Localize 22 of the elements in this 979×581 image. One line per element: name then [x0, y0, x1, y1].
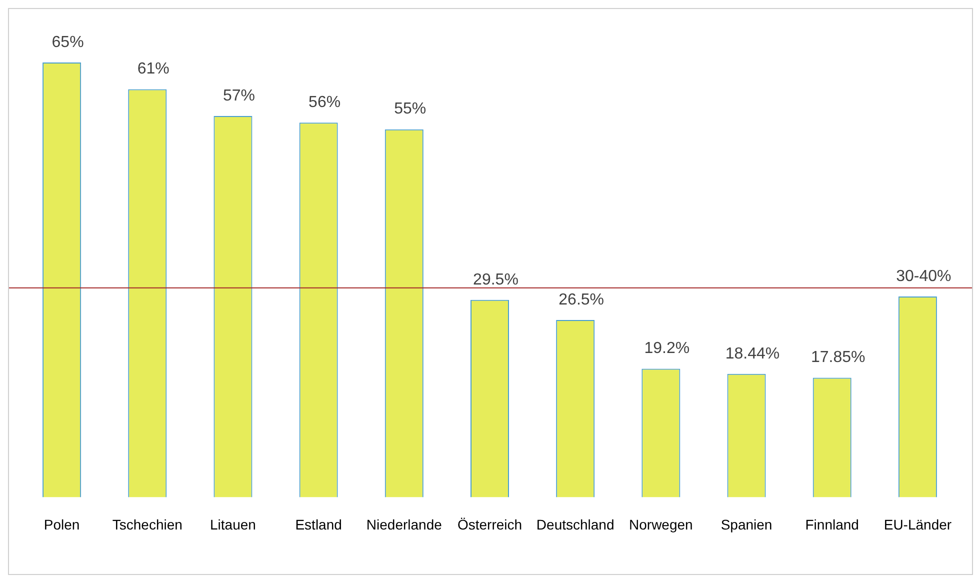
data-label: 29.5% [473, 271, 518, 288]
data-label: 55% [394, 100, 426, 118]
x-tick-label: Spanien [720, 516, 772, 532]
x-tick-label: Niederlande [366, 516, 442, 532]
data-label: 17.85% [810, 349, 866, 366]
data-label: 19.2% [644, 340, 690, 358]
data-label: 57% [222, 87, 255, 104]
x-tick-label: Norwegen [629, 516, 693, 532]
data-label: 65% [52, 34, 84, 51]
x-tick-label: Polen [44, 516, 80, 532]
data-label: 56% [308, 94, 341, 112]
x-tick-label: Tschechien [112, 516, 182, 532]
x-tick-label: Deutschland [536, 516, 614, 532]
x-tick-label: Finnland [805, 516, 859, 532]
x-tick-label: EU-Länder [884, 516, 952, 532]
data-label: 30-40% [896, 268, 952, 285]
data-label: 18.44% [725, 345, 780, 362]
data-label: 26.5% [558, 291, 604, 308]
x-tick-label: Litauen [210, 516, 256, 532]
x-tick-label: Österreich [457, 516, 522, 532]
data-label: 61% [137, 60, 170, 78]
x-tick-label: Estland [295, 516, 342, 532]
